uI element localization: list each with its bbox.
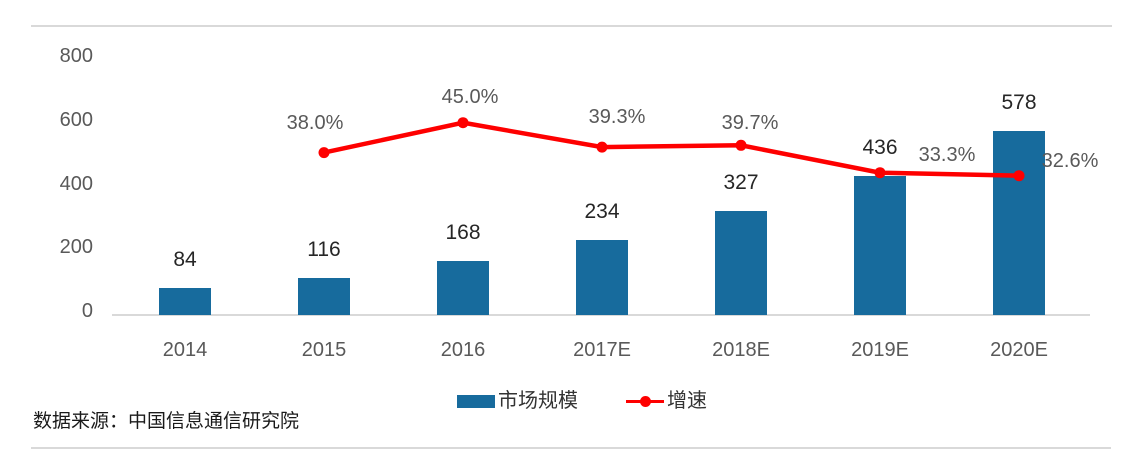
x-axis-line xyxy=(112,314,1090,316)
legend-line-swatch-icon xyxy=(626,395,664,407)
bar-value-label: 234 xyxy=(584,200,620,223)
growth-pct-label: 39.3% xyxy=(588,106,646,129)
legend-bar-swatch-icon xyxy=(457,394,495,408)
growth-line-marker xyxy=(596,141,608,153)
bar-value-label: 436 xyxy=(862,136,898,159)
bar-value-label: 578 xyxy=(1001,91,1037,114)
growth-line-marker xyxy=(1013,170,1025,182)
bar-value-label: 168 xyxy=(445,221,481,244)
chart-legend: 市场规模 增速 xyxy=(457,391,707,411)
bar xyxy=(576,240,628,315)
growth-pct-label: 33.3% xyxy=(918,143,976,166)
bar xyxy=(715,211,767,315)
legend-bar-label: 市场规模 xyxy=(498,390,578,412)
x-axis-tick-label: 2014 xyxy=(162,339,208,361)
growth-pct-label: 38.0% xyxy=(286,111,344,134)
growth-pct-label: 39.7% xyxy=(721,112,779,135)
x-axis-tick-label: 2016 xyxy=(440,339,486,361)
bar-value-label: 84 xyxy=(173,248,197,271)
legend-line-label: 增速 xyxy=(667,390,707,412)
x-axis-tick-label: 2015 xyxy=(301,339,347,361)
bar xyxy=(437,261,489,315)
bar-value-label: 116 xyxy=(307,238,341,261)
bar xyxy=(854,176,906,315)
growth-pct-label: 32.6% xyxy=(1041,149,1099,172)
source-note: 数据来源：中国信息通信研究院 xyxy=(33,411,300,432)
bar xyxy=(159,288,211,315)
y-axis-tick-label: 600 xyxy=(59,108,93,131)
bar-value-label: 327 xyxy=(723,171,759,194)
growth-pct-label: 45.0% xyxy=(441,85,499,108)
growth-line-marker xyxy=(318,147,330,159)
y-axis-tick-label: 0 xyxy=(81,300,93,322)
y-axis-tick-label: 800 xyxy=(59,45,93,67)
x-axis-tick-label: 2019E xyxy=(851,339,909,361)
bar xyxy=(993,131,1045,315)
top-divider-rule xyxy=(31,25,1112,27)
growth-line-marker xyxy=(874,167,886,179)
x-axis-tick-label: 2018E xyxy=(712,339,770,361)
growth-line-marker xyxy=(735,139,747,151)
x-axis-tick-label: 2020E xyxy=(990,339,1048,361)
bottom-divider-rule xyxy=(31,447,1111,449)
growth-line xyxy=(323,120,1020,178)
x-axis-tick-label: 2017E xyxy=(573,339,631,361)
growth-line-marker xyxy=(457,117,469,129)
bar xyxy=(298,278,350,315)
y-axis-tick-label: 200 xyxy=(59,236,93,259)
y-axis-tick-label: 400 xyxy=(59,172,93,195)
legend-line-dot-icon xyxy=(640,395,651,407)
